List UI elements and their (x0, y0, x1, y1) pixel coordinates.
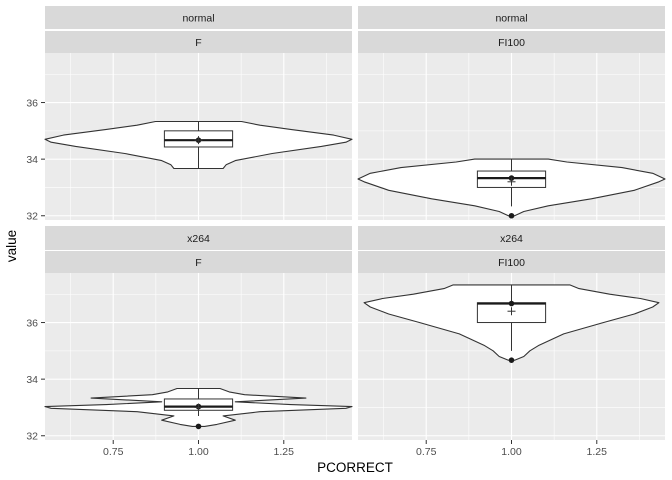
y-tick-label: 34 (26, 374, 38, 386)
strip-top-bg (45, 6, 352, 29)
x-tick-label: 1.25 (587, 446, 608, 458)
data-point (195, 423, 202, 430)
strip-bottom-label: F (195, 257, 201, 269)
strip-top-label: normal (182, 13, 214, 25)
panel-4: x264 FI100 (358, 226, 665, 440)
y-axis-title: value (4, 230, 19, 262)
panel-3: x264 F (44, 226, 353, 440)
strip-top-bg (358, 226, 665, 250)
x-tick-label: 0.75 (103, 446, 124, 458)
y-tick-label: 34 (26, 154, 38, 166)
strip-bottom-label: FI100 (498, 257, 525, 269)
box (163, 130, 234, 148)
x-tick-label: 1.25 (274, 446, 295, 458)
y-tick-label: 32 (26, 431, 38, 443)
strip-top-bg (45, 226, 352, 250)
strip-top-label: x264 (187, 233, 210, 245)
y-axis: 32 34 36 32 34 36 (26, 97, 45, 443)
strip-bottom-label: F (195, 37, 201, 49)
strip-top-label: x264 (500, 233, 523, 245)
panel-2: normal FI100 (357, 6, 666, 220)
x-tick-label: 1.00 (188, 446, 209, 458)
data-point (508, 300, 515, 307)
y-tick-label: 36 (26, 317, 38, 329)
x-tick-label: 1.00 (501, 446, 522, 458)
box (476, 170, 547, 188)
panel-1: normal F (44, 6, 353, 220)
data-point (508, 357, 515, 363)
strip-bottom-bg (358, 251, 665, 273)
strip-top-bg (358, 6, 665, 29)
strip-bottom-bg (45, 251, 352, 273)
strip-bottom-bg (45, 31, 352, 53)
x-tick-label: 0.75 (416, 446, 437, 458)
x-axis: 0.75 1.00 1.25 0.75 1.00 1.25 (103, 440, 607, 458)
strip-bottom-bg (358, 31, 665, 53)
strip-bottom-label: FI100 (498, 37, 525, 49)
violin-shape (44, 120, 353, 170)
x-axis-title: PCORRECT (317, 460, 393, 475)
data-point (508, 212, 515, 219)
y-tick-label: 32 (26, 211, 38, 223)
y-tick-label: 36 (26, 97, 38, 109)
strip-top-label: normal (495, 13, 527, 25)
